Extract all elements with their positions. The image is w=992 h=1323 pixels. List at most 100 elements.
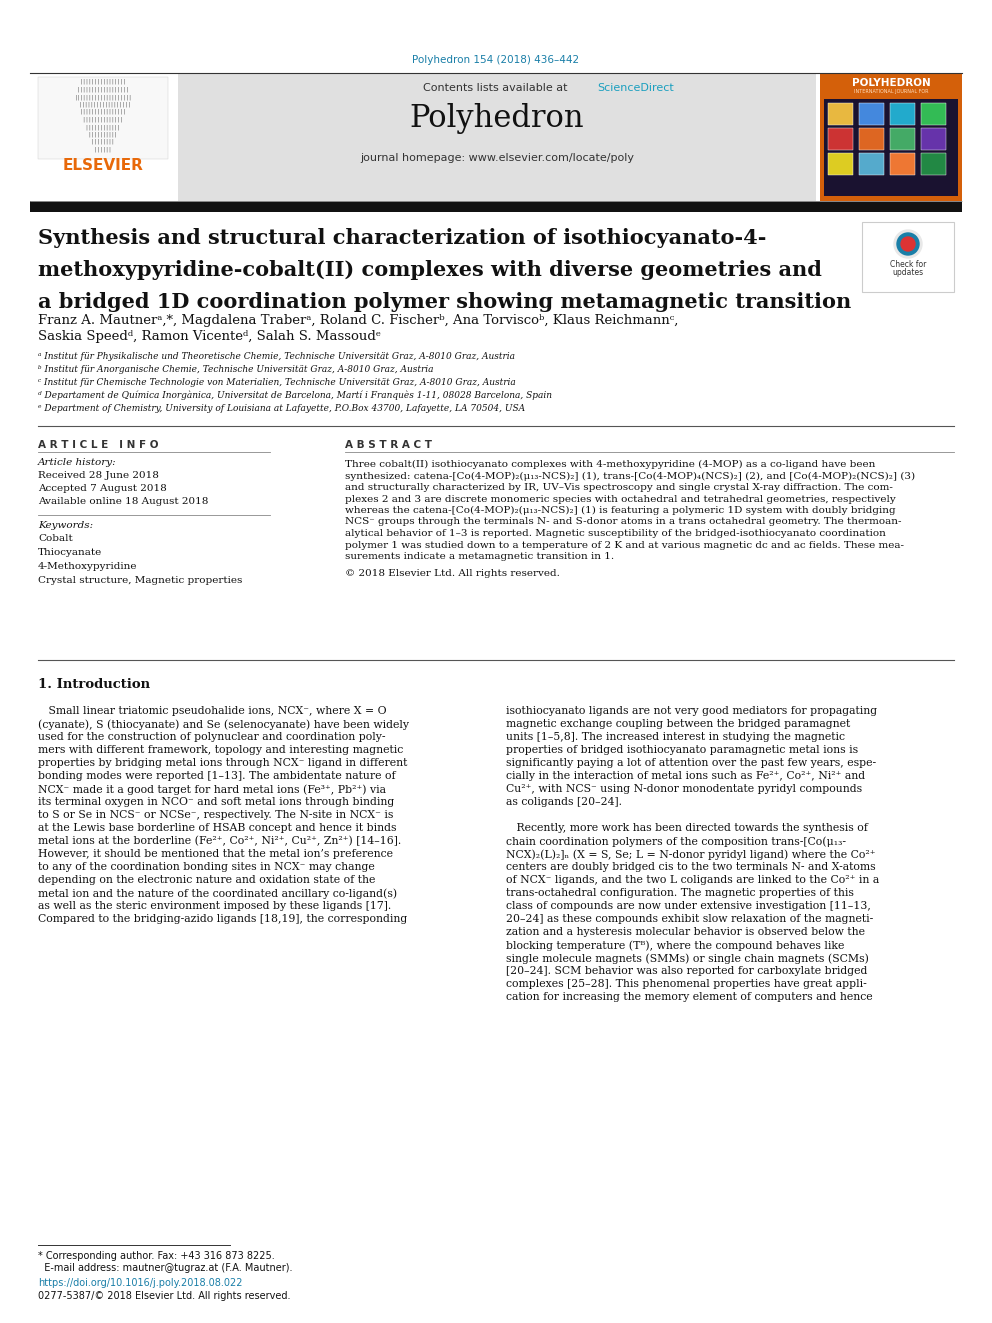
Bar xyxy=(890,128,915,149)
Bar xyxy=(30,73,178,201)
Bar xyxy=(921,103,946,124)
Text: ||||||||||||||||: |||||||||||||||| xyxy=(74,79,132,85)
Text: ||||||||||||||||: |||||||||||||||| xyxy=(74,108,132,115)
Text: as coligands [20–24].: as coligands [20–24]. xyxy=(506,796,622,807)
Bar xyxy=(38,77,168,159)
Bar xyxy=(921,153,946,175)
Text: single molecule magnets (SMMs) or single chain magnets (SCMs): single molecule magnets (SMMs) or single… xyxy=(506,953,869,963)
Text: 4-Methoxypyridine: 4-Methoxypyridine xyxy=(38,562,138,572)
Bar xyxy=(862,222,954,292)
Text: NCX)₂(L)₂]ₙ (X = S, Se; L = N-donor pyridyl ligand) where the Co²⁺: NCX)₂(L)₂]ₙ (X = S, Se; L = N-donor pyri… xyxy=(506,849,876,860)
Text: ᵈ Departament de Química Inorgànica, Universitat de Barcelona, Martí i Franquès : ᵈ Departament de Química Inorgànica, Uni… xyxy=(38,392,552,401)
Text: © 2018 Elsevier Ltd. All rights reserved.: © 2018 Elsevier Ltd. All rights reserved… xyxy=(345,569,559,578)
Text: 20–24] as these compounds exhibit slow relaxation of the magneti-: 20–24] as these compounds exhibit slow r… xyxy=(506,914,873,923)
Text: alytical behavior of 1–3 is reported. Magnetic susceptibility of the bridged-iso: alytical behavior of 1–3 is reported. Ma… xyxy=(345,529,886,538)
Text: ᵇ Institut für Anorganische Chemie, Technische Universität Graz, A-8010 Graz, Au: ᵇ Institut für Anorganische Chemie, Tech… xyxy=(38,365,434,374)
Text: Compared to the bridging-azido ligands [18,19], the corresponding: Compared to the bridging-azido ligands [… xyxy=(38,914,408,923)
Text: 0277-5387/© 2018 Elsevier Ltd. All rights reserved.: 0277-5387/© 2018 Elsevier Ltd. All right… xyxy=(38,1291,291,1301)
Text: mers with different framework, topology and interesting magnetic: mers with different framework, topology … xyxy=(38,745,404,755)
Text: journal homepage: www.elsevier.com/locate/poly: journal homepage: www.elsevier.com/locat… xyxy=(360,153,634,163)
Text: Cobalt: Cobalt xyxy=(38,534,72,542)
Text: Synthesis and structural characterization of isothiocyanato-4-: Synthesis and structural characterizatio… xyxy=(38,228,767,247)
Text: used for the construction of polynuclear and coordination poly-: used for the construction of polynuclear… xyxy=(38,732,386,742)
Text: https://doi.org/10.1016/j.poly.2018.08.022: https://doi.org/10.1016/j.poly.2018.08.0… xyxy=(38,1278,242,1289)
Text: Available online 18 August 2018: Available online 18 August 2018 xyxy=(38,497,208,505)
Text: updates: updates xyxy=(893,269,924,277)
Text: Recently, more work has been directed towards the synthesis of: Recently, more work has been directed to… xyxy=(506,823,868,833)
Text: centers are doubly bridged cis to the two terminals N- and X-atoms: centers are doubly bridged cis to the tw… xyxy=(506,863,876,872)
Text: ᵃ Institut für Physikalische und Theoretische Chemie, Technische Universität Gra: ᵃ Institut für Physikalische und Theoret… xyxy=(38,352,515,361)
Bar xyxy=(890,153,915,175)
Text: * Corresponding author. Fax: +43 316 873 8225.: * Corresponding author. Fax: +43 316 873… xyxy=(38,1252,275,1261)
Text: metal ion and the nature of the coordinated ancillary co-ligand(s): metal ion and the nature of the coordina… xyxy=(38,888,397,898)
Bar xyxy=(824,99,958,196)
Text: to S or Se in NCS⁻ or NCSe⁻, respectively. The N-site in NCX⁻ is: to S or Se in NCS⁻ or NCSe⁻, respectivel… xyxy=(38,810,394,820)
Text: Article history:: Article history: xyxy=(38,458,117,467)
Text: zation and a hysteresis molecular behavior is observed below the: zation and a hysteresis molecular behavi… xyxy=(506,927,865,937)
Bar xyxy=(828,128,853,149)
Text: a bridged 1D coordination polymer showing metamagnetic transition: a bridged 1D coordination polymer showin… xyxy=(38,292,851,312)
Text: methoxypyridine-cobalt(II) complexes with diverse geometries and: methoxypyridine-cobalt(II) complexes wit… xyxy=(38,261,822,280)
Bar xyxy=(30,201,962,212)
Text: properties by bridging metal ions through NCX⁻ ligand in different: properties by bridging metal ions throug… xyxy=(38,758,408,767)
Text: ||||||: |||||| xyxy=(74,147,132,152)
Text: as well as the steric environment imposed by these ligands [17].: as well as the steric environment impose… xyxy=(38,901,391,912)
Text: Saskia Speedᵈ, Ramon Vicenteᵈ, Salah S. Massoudᵉ: Saskia Speedᵈ, Ramon Vicenteᵈ, Salah S. … xyxy=(38,329,381,343)
Text: (cyanate), S (thiocyanate) and Se (selenocyanate) have been widely: (cyanate), S (thiocyanate) and Se (selen… xyxy=(38,718,409,729)
Circle shape xyxy=(901,237,915,251)
Text: units [1–5,8]. The increased interest in studying the magnetic: units [1–5,8]. The increased interest in… xyxy=(506,732,845,742)
Text: surements indicate a metamagnetic transition in 1.: surements indicate a metamagnetic transi… xyxy=(345,552,614,561)
Bar xyxy=(890,103,915,124)
Text: ᵉ Department of Chemistry, University of Louisiana at Lafayette, P.O.Box 43700, : ᵉ Department of Chemistry, University of… xyxy=(38,404,525,413)
Text: ||||||||||: |||||||||| xyxy=(74,131,132,138)
Text: cially in the interaction of metal ions such as Fe²⁺, Co²⁺, Ni²⁺ and: cially in the interaction of metal ions … xyxy=(506,771,865,781)
Text: chain coordination polymers of the composition trans-[Co(μ₁₃-: chain coordination polymers of the compo… xyxy=(506,836,846,847)
Text: isothiocyanato ligands are not very good mediators for propagating: isothiocyanato ligands are not very good… xyxy=(506,706,877,716)
Bar xyxy=(859,128,884,149)
Text: ||||||||: |||||||| xyxy=(74,139,132,144)
Text: Check for: Check for xyxy=(890,261,927,269)
Text: A R T I C L E   I N F O: A R T I C L E I N F O xyxy=(38,441,159,450)
Text: Polyhedron 154 (2018) 436–442: Polyhedron 154 (2018) 436–442 xyxy=(413,56,579,65)
Text: Keywords:: Keywords: xyxy=(38,521,93,531)
Text: ||||||||||||: |||||||||||| xyxy=(74,124,132,130)
Text: ||||||||||||||||||||: |||||||||||||||||||| xyxy=(74,94,132,99)
Bar xyxy=(178,73,816,201)
Text: cation for increasing the memory element of computers and hence: cation for increasing the memory element… xyxy=(506,992,873,1002)
Text: Thiocyanate: Thiocyanate xyxy=(38,548,102,557)
Text: its terminal oxygen in NCO⁻ and soft metal ions through binding: its terminal oxygen in NCO⁻ and soft met… xyxy=(38,796,394,807)
Text: significantly paying a lot of attention over the past few years, espe-: significantly paying a lot of attention … xyxy=(506,758,876,767)
Text: ELSEVIER: ELSEVIER xyxy=(62,157,144,173)
Circle shape xyxy=(897,233,919,255)
Bar xyxy=(859,153,884,175)
Text: ||||||||||||||||||: |||||||||||||||||| xyxy=(74,86,132,93)
Text: Polyhedron: Polyhedron xyxy=(410,103,584,134)
Text: magnetic exchange coupling between the bridged paramagnet: magnetic exchange coupling between the b… xyxy=(506,718,850,729)
Text: ||||||||||||||||||: |||||||||||||||||| xyxy=(75,102,130,107)
Text: INTERNATIONAL JOURNAL FOR: INTERNATIONAL JOURNAL FOR xyxy=(854,89,929,94)
Bar xyxy=(921,128,946,149)
Text: Received 28 June 2018: Received 28 June 2018 xyxy=(38,471,159,480)
Text: metal ions at the borderline (Fe²⁺, Co²⁺, Ni²⁺, Cu²⁺, Zn²⁺) [14–16].: metal ions at the borderline (Fe²⁺, Co²⁺… xyxy=(38,836,401,847)
Text: ||||||||||||||: |||||||||||||| xyxy=(74,116,132,122)
Text: and structurally characterized by IR, UV–Vis spectroscopy and single crystal X-r: and structurally characterized by IR, UV… xyxy=(345,483,893,492)
Bar xyxy=(859,103,884,124)
Text: Three cobalt(II) isothiocyanato complexes with 4-methoxypyridine (4-MOP) as a co: Three cobalt(II) isothiocyanato complexe… xyxy=(345,460,875,470)
Text: properties of bridged isothiocyanato paramagnetic metal ions is: properties of bridged isothiocyanato par… xyxy=(506,745,858,755)
Text: whereas the catena-[Co(4-MOP)₂(μ₁₃-NCS)₂] (1) is featuring a polymeric 1D system: whereas the catena-[Co(4-MOP)₂(μ₁₃-NCS)₂… xyxy=(345,505,896,515)
Bar xyxy=(828,103,853,124)
Text: 1. Introduction: 1. Introduction xyxy=(38,677,150,691)
Text: NCX⁻ made it a good target for hard metal ions (Fe³⁺, Pb²⁺) via: NCX⁻ made it a good target for hard meta… xyxy=(38,785,386,795)
Text: bonding modes were reported [1–13]. The ambidentate nature of: bonding modes were reported [1–13]. The … xyxy=(38,771,396,781)
Text: blocking temperature (Tᴮ), where the compound behaves like: blocking temperature (Tᴮ), where the com… xyxy=(506,941,844,950)
Text: NCS⁻ groups through the terminals N- and S-donor atoms in a trans octahedral geo: NCS⁻ groups through the terminals N- and… xyxy=(345,517,902,527)
Text: E-mail address: mautner@tugraz.at (F.A. Mautner).: E-mail address: mautner@tugraz.at (F.A. … xyxy=(38,1263,293,1273)
Text: ScienceDirect: ScienceDirect xyxy=(597,83,674,93)
Text: polymer 1 was studied down to a temperature of 2 K and at various magnetic dc an: polymer 1 was studied down to a temperat… xyxy=(345,541,904,549)
Text: Contents lists available at: Contents lists available at xyxy=(423,83,571,93)
Text: Cu²⁺, with NCS⁻ using N-donor monodentate pyridyl compounds: Cu²⁺, with NCS⁻ using N-donor monodentat… xyxy=(506,785,862,794)
Text: Crystal structure, Magnetic properties: Crystal structure, Magnetic properties xyxy=(38,576,242,585)
Text: However, it should be mentioned that the metal ion’s preference: However, it should be mentioned that the… xyxy=(38,849,393,859)
Text: ᶜ Institut für Chemische Technologie von Materialien, Technische Universität Gra: ᶜ Institut für Chemische Technologie von… xyxy=(38,378,516,388)
Text: POLYHEDRON: POLYHEDRON xyxy=(851,78,930,89)
